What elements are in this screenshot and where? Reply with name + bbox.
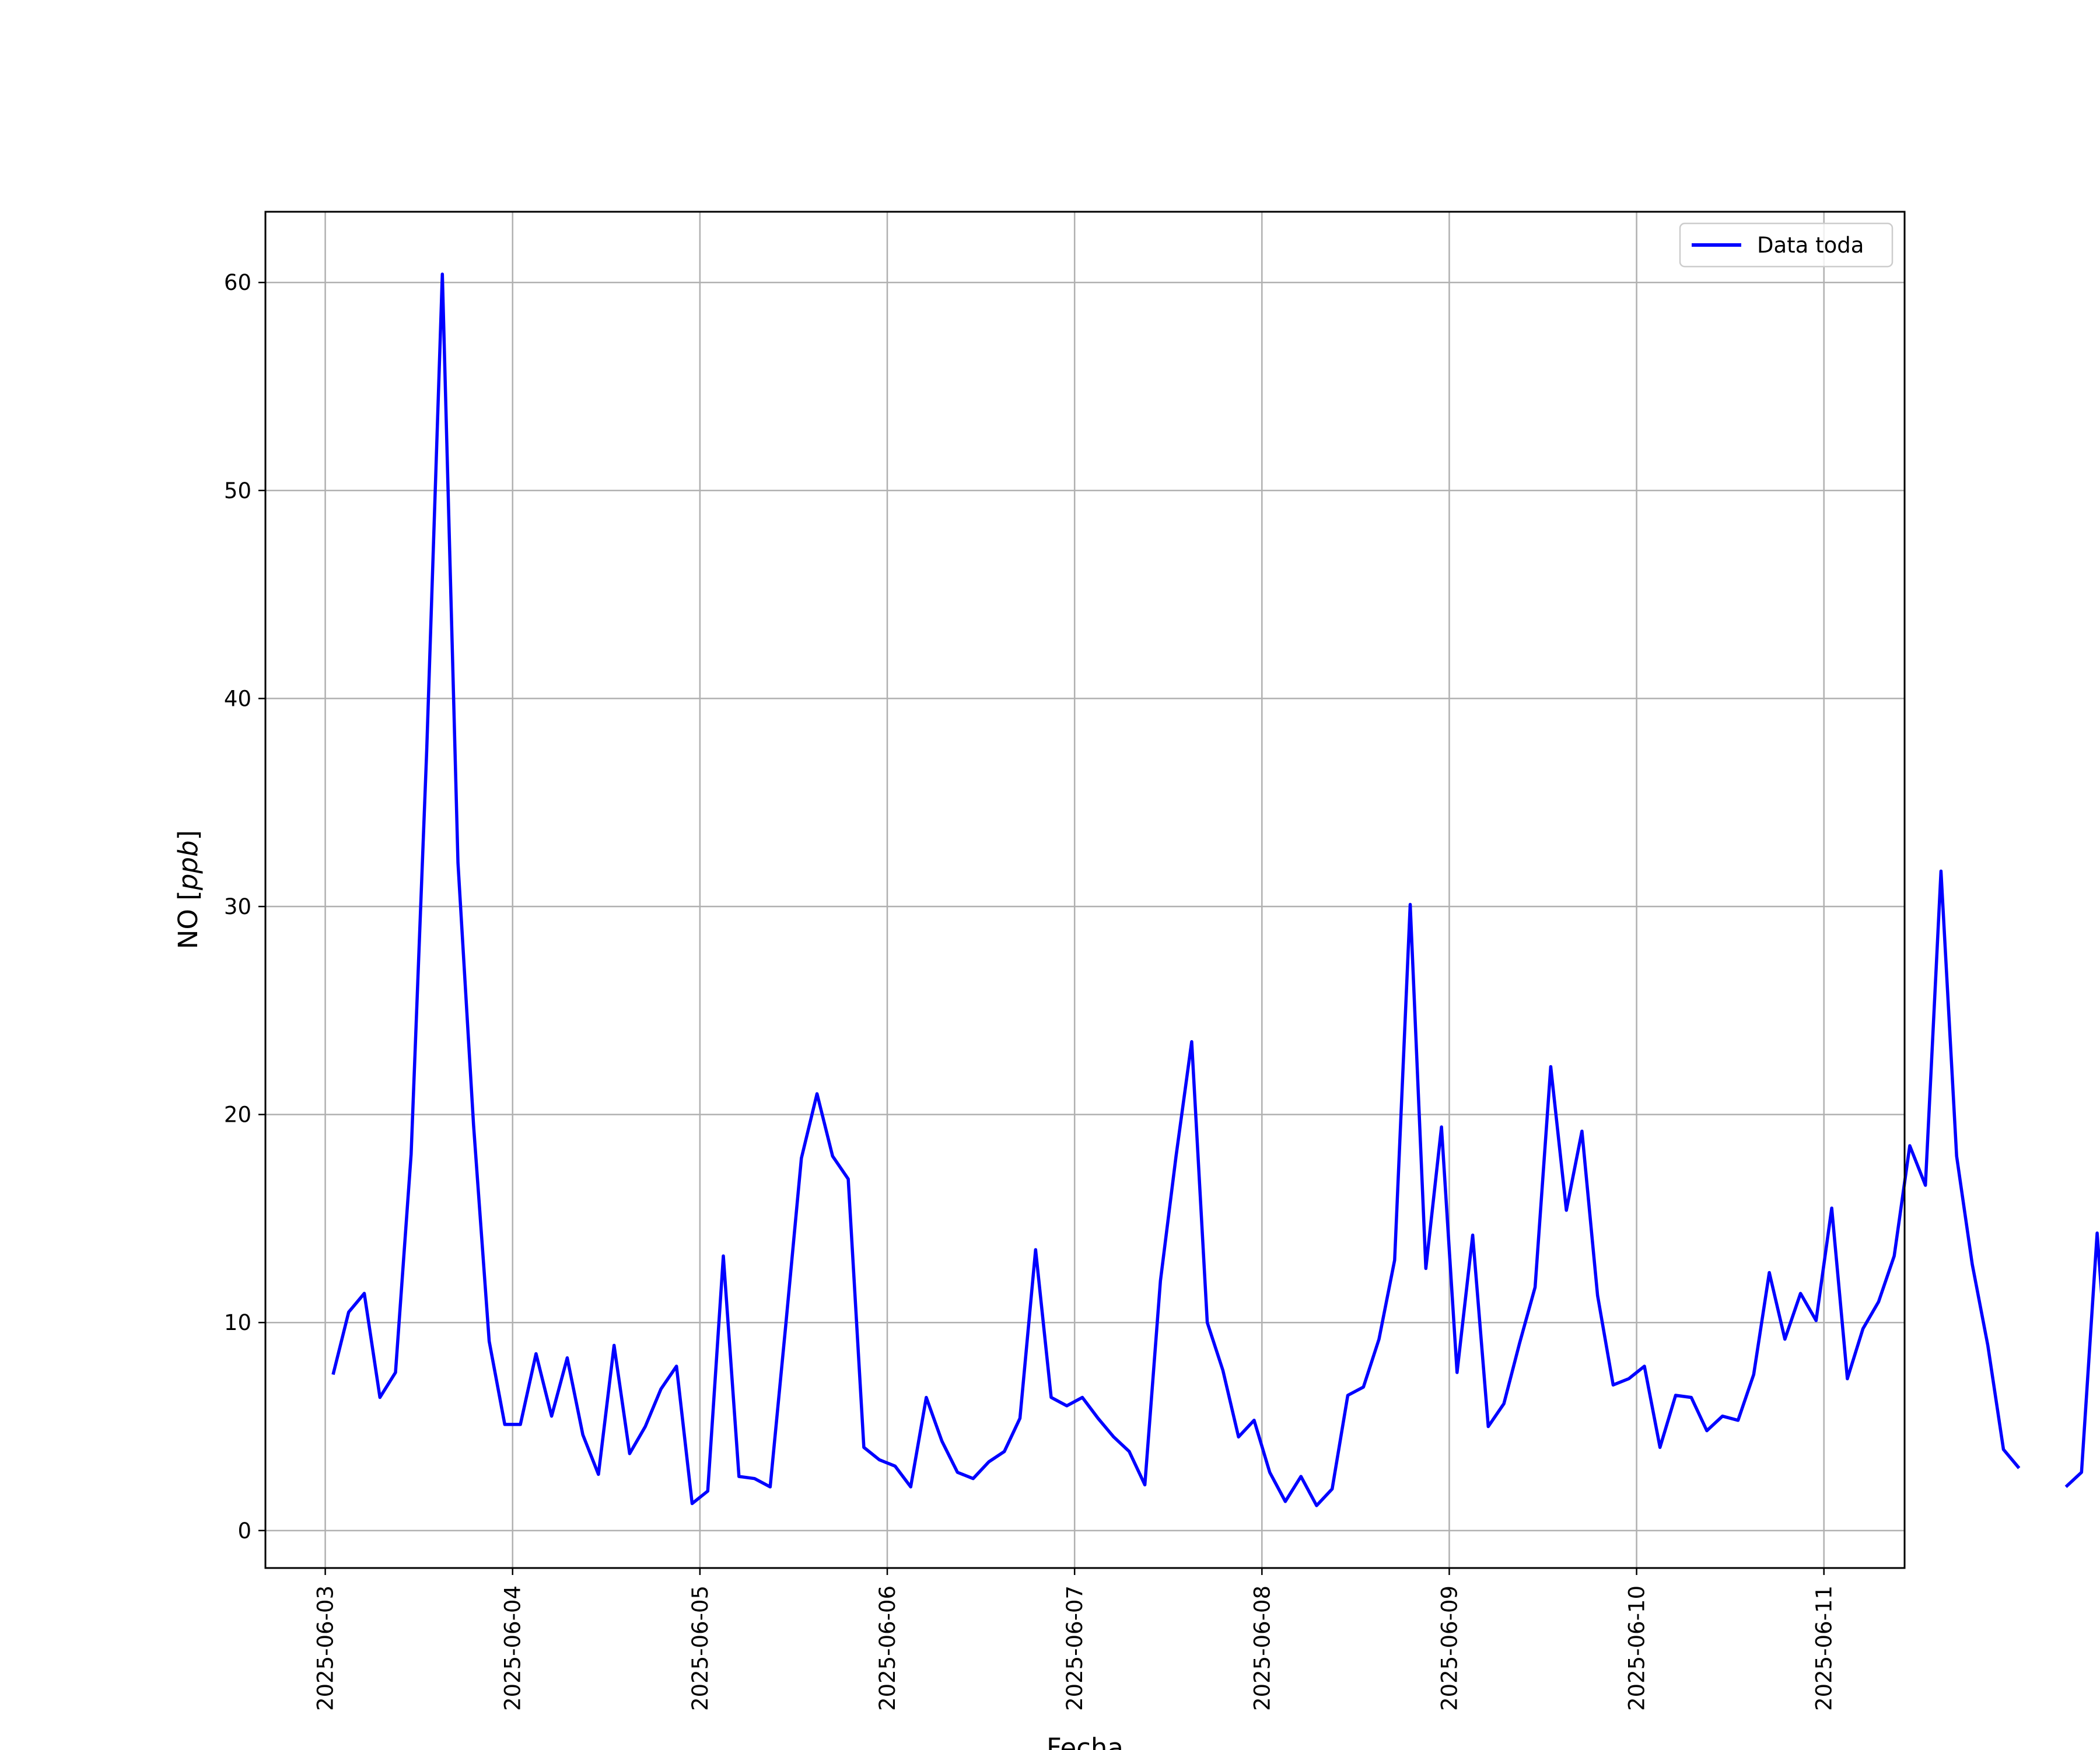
y-tick-label: 40 (224, 686, 251, 711)
x-tick-label: 2025-06-06 (875, 1586, 900, 1711)
x-tick-label: 2025-06-09 (1437, 1586, 1462, 1711)
y-tick-label: 60 (224, 270, 251, 295)
x-tick-label: 2025-06-07 (1062, 1586, 1087, 1711)
y-tick-label: 30 (224, 894, 251, 919)
axis-ticks: 0 10 20 30 40 50 60 2025-06-03 2025-06-04 2025-06… (224, 270, 1837, 1711)
y-axis-label-suffix: ] (173, 830, 204, 841)
x-tick-label: 2025-06-03 (313, 1586, 338, 1711)
y-axis-label: NO [ppb] (173, 830, 204, 949)
series-line-0 (331, 272, 2100, 1507)
plot-background (265, 212, 1905, 1568)
legend-label: Data toda (1757, 233, 1864, 258)
x-axis-label: Fecha (1046, 1732, 1124, 1750)
grid (265, 212, 1905, 1568)
x-tick-label: 2025-06-08 (1250, 1586, 1275, 1711)
y-axis-label-unit: ppb (173, 840, 204, 891)
y-axis-label-prefix: NO [ (173, 890, 204, 949)
y-tick-label: 10 (224, 1310, 251, 1335)
x-tick-label: 2025-06-04 (501, 1586, 526, 1711)
x-tick-label: 2025-06-10 (1625, 1586, 1650, 1711)
y-tick-label: 50 (224, 478, 251, 503)
x-tick-label: 2025-06-05 (688, 1586, 713, 1711)
legend-box (1679, 222, 1894, 268)
y-tick-label: 0 (237, 1518, 251, 1544)
x-tick-label: 2025-06-11 (1812, 1586, 1837, 1711)
y-tick-label: 20 (224, 1102, 251, 1128)
legend: Data toda (1679, 222, 1894, 268)
series-lines (331, 272, 2100, 1507)
plot-frame (264, 211, 1906, 1569)
